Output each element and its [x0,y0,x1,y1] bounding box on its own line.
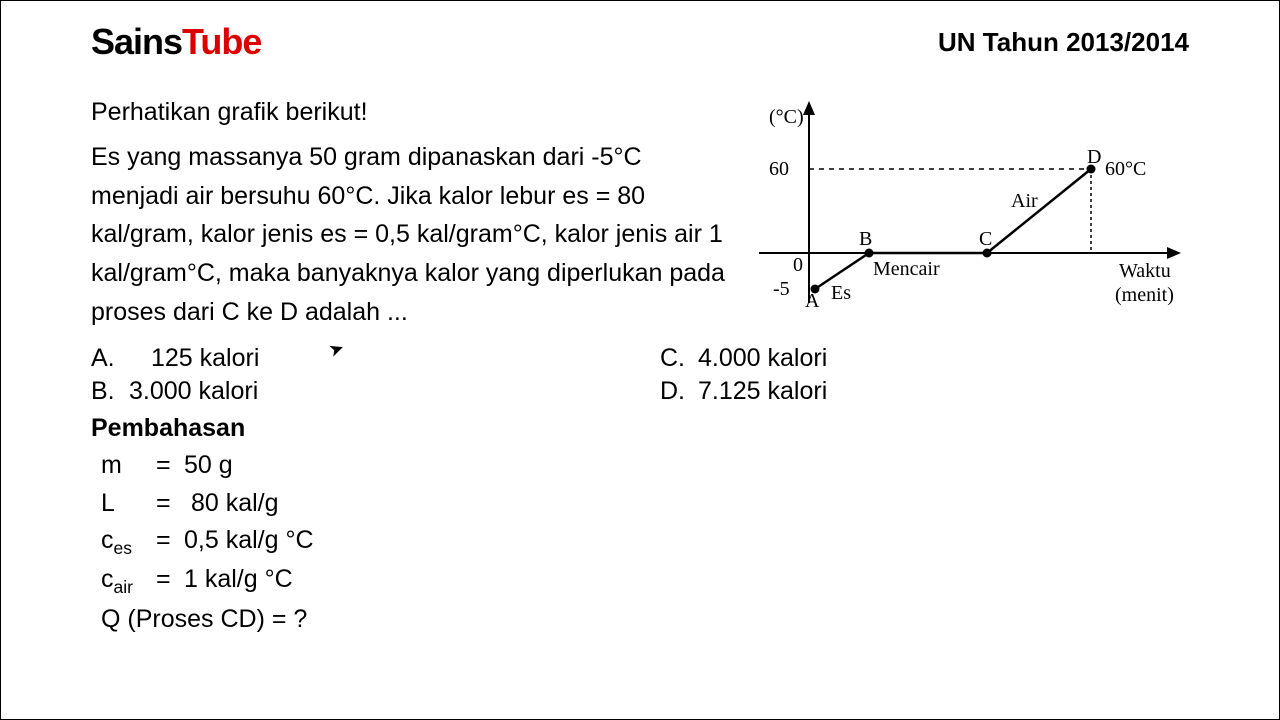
exam-title: UN Tahun 2013/2014 [938,27,1189,58]
options: A.125 kalori C.4.000 kalori B.3.000 kalo… [91,344,1189,406]
point-D-annot: 60°C [1105,158,1146,180]
point-A: A [805,290,820,312]
x-axis-label-2: (menit) [1115,284,1174,306]
logo-part2: Tube [182,21,261,62]
option-A: A.125 kalori [91,344,620,373]
solution-title: Pembahasan [91,414,1189,443]
point-C: C [979,228,992,250]
seg-air: Air [1011,190,1038,212]
question-body: Es yang massanya 50 gram dipanaskan dari… [91,138,731,332]
logo: SainsTube [91,21,261,63]
option-B: B.3.000 kalori [91,377,620,406]
point-D: D [1087,146,1101,168]
point-B: B [859,228,872,250]
question-instruction: Perhatikan grafik berikut! [91,93,731,132]
x-axis-label-1: Waktu [1119,260,1171,282]
seg-mencair: Mencair [873,258,940,280]
tick-60: 60 [769,158,789,180]
option-C: C.4.000 kalori [660,344,1189,373]
tick-0: 0 [793,254,803,276]
tick-minus5: -5 [773,278,790,300]
heating-graph: (°C) 60 0 -5 A B C D 60°C [749,93,1189,333]
y-axis-label: (°C) [769,106,804,128]
solution-work: m=50 g L= 80 kal/g ces=0,5 kal/g °C cair… [101,447,1189,638]
logo-part1: Sains [91,21,182,62]
seg-es: Es [831,282,851,304]
option-D: D.7.125 kalori [660,377,1189,406]
